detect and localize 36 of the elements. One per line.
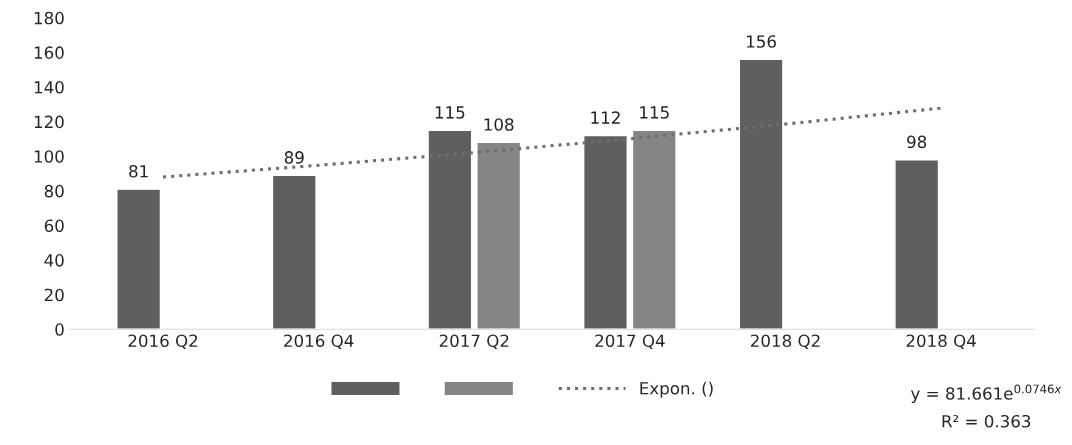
x-tick-label: 2017 Q2 <box>439 334 509 349</box>
text: R² = 0.363 <box>942 414 1031 428</box>
bar <box>894 159 940 330</box>
data-label: 112 <box>591 111 620 124</box>
bar <box>738 58 784 330</box>
data-label: 115 <box>435 106 465 119</box>
line-series <box>161 106 943 179</box>
data-label: 115 <box>640 106 669 119</box>
y-tick-label: 100 <box>34 150 64 163</box>
data-label: 108 <box>484 118 514 131</box>
y-tick-label: 80 <box>44 184 64 198</box>
y-tick-label: 0 <box>55 323 64 336</box>
data-label: 98 <box>907 135 927 149</box>
x-tick-label: 2018 Q2 <box>751 334 820 349</box>
data-label: 89 <box>284 151 304 164</box>
text: y = 81.661e$^{0.0746x}$ <box>910 384 1062 403</box>
y-tick-label: 160 <box>34 46 64 59</box>
y-tick-label: 60 <box>44 219 64 233</box>
x-tick-label: 2017 Q4 <box>595 334 665 349</box>
y-tick-label: 120 <box>34 115 64 129</box>
y-tick-label: 20 <box>44 288 64 302</box>
legend-label: Expon. () <box>640 381 713 398</box>
x-tick-label: 2018 Q4 <box>906 334 976 349</box>
y-tick-label: 180 <box>34 11 64 25</box>
data-label: 156 <box>747 35 776 48</box>
data-label: 81 <box>129 164 148 178</box>
x-tick-label: 2016 Q4 <box>284 334 354 349</box>
y-tick-label: 40 <box>44 254 64 267</box>
bar <box>476 141 522 330</box>
bar <box>427 129 473 330</box>
bar <box>583 134 628 330</box>
bar <box>631 129 677 330</box>
bar <box>116 188 162 330</box>
x-tick-label: 2016 Q2 <box>128 334 198 349</box>
y-tick-label: 140 <box>34 80 64 94</box>
bar <box>271 174 317 330</box>
